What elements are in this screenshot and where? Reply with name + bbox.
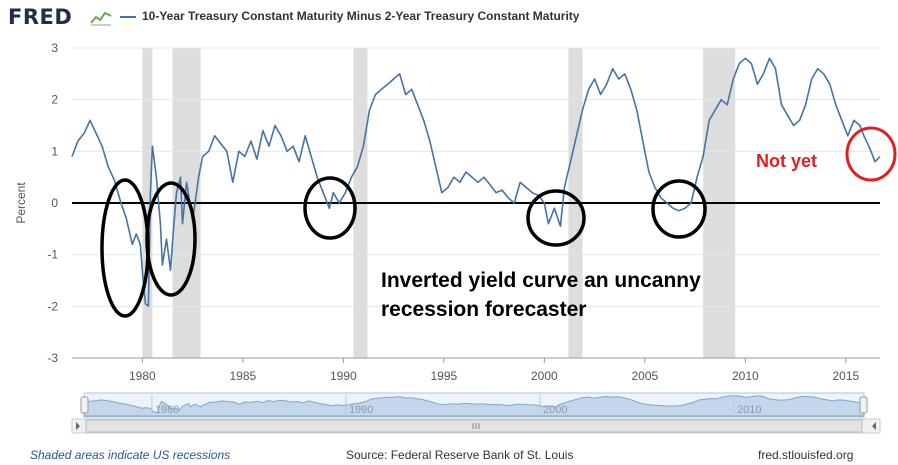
y-tick-label: 0 <box>51 196 58 210</box>
scroll-right-arrow-icon[interactable] <box>872 422 876 430</box>
x-tick-label: 1980 <box>129 369 156 383</box>
x-tick-label: 1995 <box>430 369 457 383</box>
gridlines <box>72 47 880 359</box>
navigator-tick-label: 2010 <box>737 404 761 416</box>
y-axis-ticks: -3 -2 -1 0 1 2 3 <box>47 41 58 365</box>
legend-label: 10-Year Treasury Constant Maturity Minus… <box>142 9 580 23</box>
navigator-tick-label: 2000 <box>543 404 567 416</box>
recession-note: Shaded areas indicate US recessions <box>30 448 231 462</box>
x-tick-label: 2000 <box>531 369 558 383</box>
line-chart: -3 -2 -1 0 1 2 3 1980 1985 1990 1995 2000 2005 2010 2… <box>14 41 897 434</box>
x-tick-label: 2005 <box>631 369 658 383</box>
chart-trend-icon <box>90 8 112 26</box>
navigator-tick-label: 1980 <box>155 404 179 416</box>
y-tick-label: -3 <box>47 351 58 365</box>
scrollbar-thumb[interactable] <box>85 419 863 433</box>
inversion-circle-2000 <box>526 189 586 247</box>
y-tick-label: 3 <box>51 41 58 55</box>
range-navigator[interactable]: 1980 1990 2000 2010 <box>80 392 868 418</box>
x-tick-label: 2015 <box>832 369 859 383</box>
legend-swatch <box>120 16 136 18</box>
navigator-ticks: 1980 1990 2000 2010 <box>151 395 761 416</box>
y-tick-label: -1 <box>47 248 58 262</box>
navigator-tick-label: 1990 <box>349 404 373 416</box>
inversion-circle-1981 <box>145 181 197 297</box>
scrollbar[interactable] <box>71 418 881 434</box>
annotation-main-line2: recession forecaster <box>381 298 586 321</box>
annotation-main-line1: Inverted yield curve an uncanny <box>381 269 701 292</box>
y-tick-label: -2 <box>47 299 58 313</box>
navigator-right-handle[interactable] <box>859 396 868 414</box>
not-yet-circle <box>845 126 897 182</box>
navigator-series <box>83 395 865 417</box>
y-tick-label: 1 <box>51 144 58 158</box>
chart-header: FRED 10-Year Treasury Constant Maturity … <box>0 0 898 34</box>
navigator-left-handle[interactable] <box>80 396 89 414</box>
series-line <box>71 57 881 308</box>
inversion-circle-2006 <box>651 179 707 239</box>
x-tick-label: 1985 <box>229 369 256 383</box>
source-text: Source: Federal Reserve Bank of St. Loui… <box>346 448 574 462</box>
annotation-not-yet: Not yet <box>756 151 817 171</box>
y-tick-label: 2 <box>51 93 58 107</box>
inversion-circle-1989 <box>303 176 357 240</box>
x-tick-label: 1990 <box>330 369 357 383</box>
x-tick-label: 2010 <box>732 369 759 383</box>
x-axis-ticks: 1980 1985 1990 1995 2000 2005 2010 2015 <box>72 357 880 383</box>
scroll-left-arrow-icon[interactable] <box>76 422 80 430</box>
y-axis-label: Percent <box>14 182 28 224</box>
site-link[interactable]: fred.stlouisfed.org <box>758 448 854 462</box>
fred-logo: FRED <box>8 5 73 29</box>
